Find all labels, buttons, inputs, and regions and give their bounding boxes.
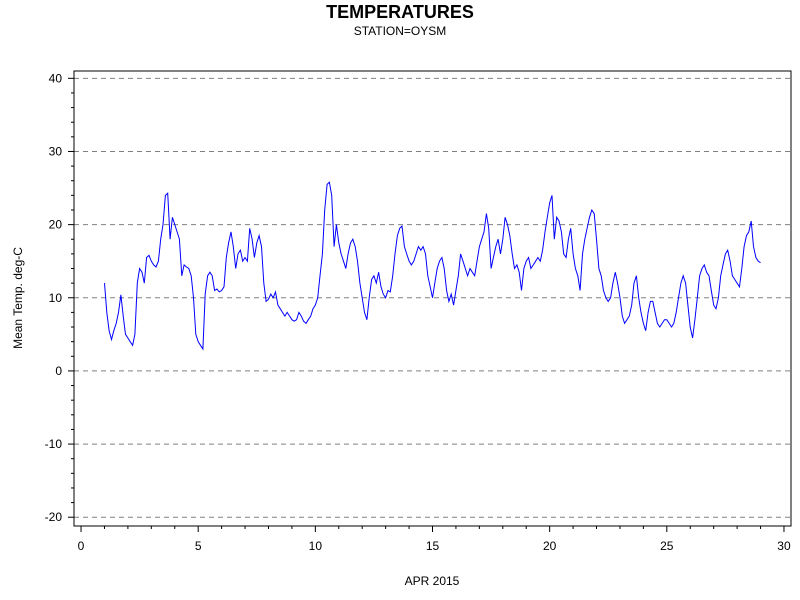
y-tick-label: 40 <box>49 71 63 85</box>
y-tick-label: -10 <box>45 437 63 451</box>
x-tick-label: 15 <box>426 539 440 553</box>
y-axis-title: Mean Temp. deg-C <box>11 247 25 349</box>
x-tick-label: 30 <box>777 539 791 553</box>
y-tick-label: 20 <box>49 218 63 232</box>
x-tick-label: 10 <box>309 539 323 553</box>
axis-ticks <box>68 77 785 532</box>
x-tick-label: 20 <box>543 539 557 553</box>
chart-subtitle: STATION=OYSM <box>354 24 447 38</box>
y-tick-label: -20 <box>45 510 63 524</box>
y-tick-label: 30 <box>49 144 63 158</box>
x-tick-label: 5 <box>195 539 202 553</box>
y-tick-label: 10 <box>49 291 63 305</box>
y-tick-label: 0 <box>55 364 62 378</box>
x-tick-label: 25 <box>660 539 674 553</box>
tick-labels: -20 -10 0 10 20 30 40 0 5 10 15 20 25 30 <box>45 71 791 553</box>
x-axis-title: APR 2015 <box>405 574 460 588</box>
plot-frame <box>73 70 792 527</box>
chart-title: TEMPERATURES <box>326 2 474 22</box>
x-tick-label: 0 <box>78 539 85 553</box>
series-line-mean-temp <box>104 181 761 351</box>
